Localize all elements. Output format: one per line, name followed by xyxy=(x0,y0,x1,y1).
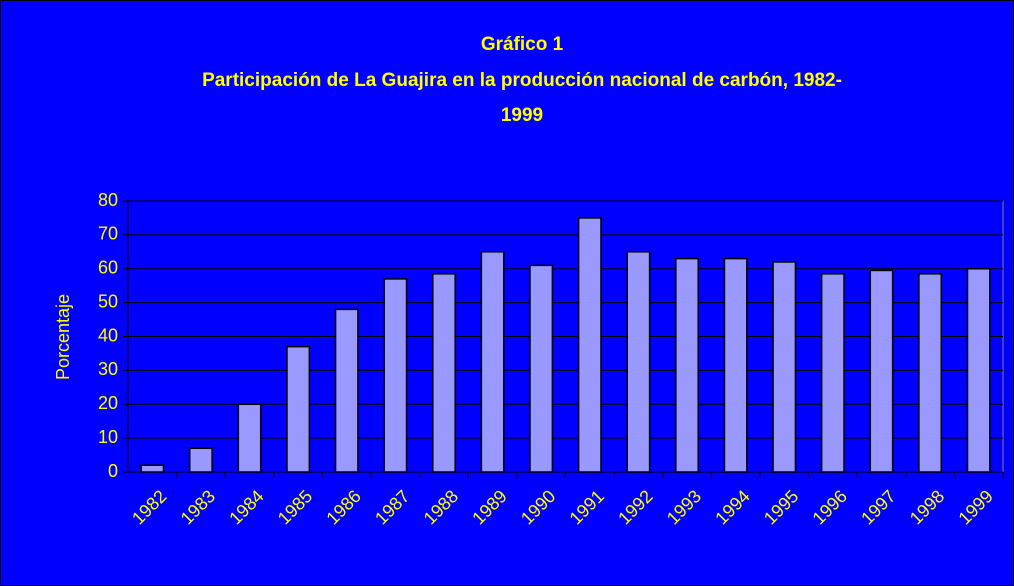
y-tick-label: 70 xyxy=(98,224,118,244)
bar xyxy=(140,464,165,473)
y-tick-label: 40 xyxy=(98,325,118,345)
y-tick-label: 30 xyxy=(98,359,118,379)
chart-subtitle: Participación de La Guajira en la produc… xyxy=(202,70,842,91)
bar xyxy=(966,268,991,473)
y-tick-label: 50 xyxy=(98,291,118,311)
y-tick-label: 80 xyxy=(98,190,118,210)
bar xyxy=(820,273,845,473)
chart-subtitle: 1999 xyxy=(501,105,543,126)
bar xyxy=(675,257,699,473)
bar xyxy=(577,217,602,473)
bar xyxy=(237,403,262,473)
bar xyxy=(918,273,943,473)
y-tick-label: 10 xyxy=(98,427,118,447)
bar xyxy=(432,273,456,473)
bar xyxy=(480,251,505,473)
y-tick-label: 20 xyxy=(98,393,118,413)
chart-title: Gráfico 1 xyxy=(481,34,564,55)
y-axis-label: Porcentaje xyxy=(53,294,73,380)
bar xyxy=(869,269,894,473)
bar xyxy=(286,345,311,473)
y-tick-label: 60 xyxy=(98,258,118,278)
bar xyxy=(529,264,554,473)
bar xyxy=(383,278,408,473)
bar xyxy=(772,261,797,473)
bar xyxy=(188,447,213,473)
y-tick-label: 0 xyxy=(108,461,118,481)
bar xyxy=(723,257,748,473)
bar xyxy=(626,251,651,473)
bar xyxy=(334,308,359,473)
